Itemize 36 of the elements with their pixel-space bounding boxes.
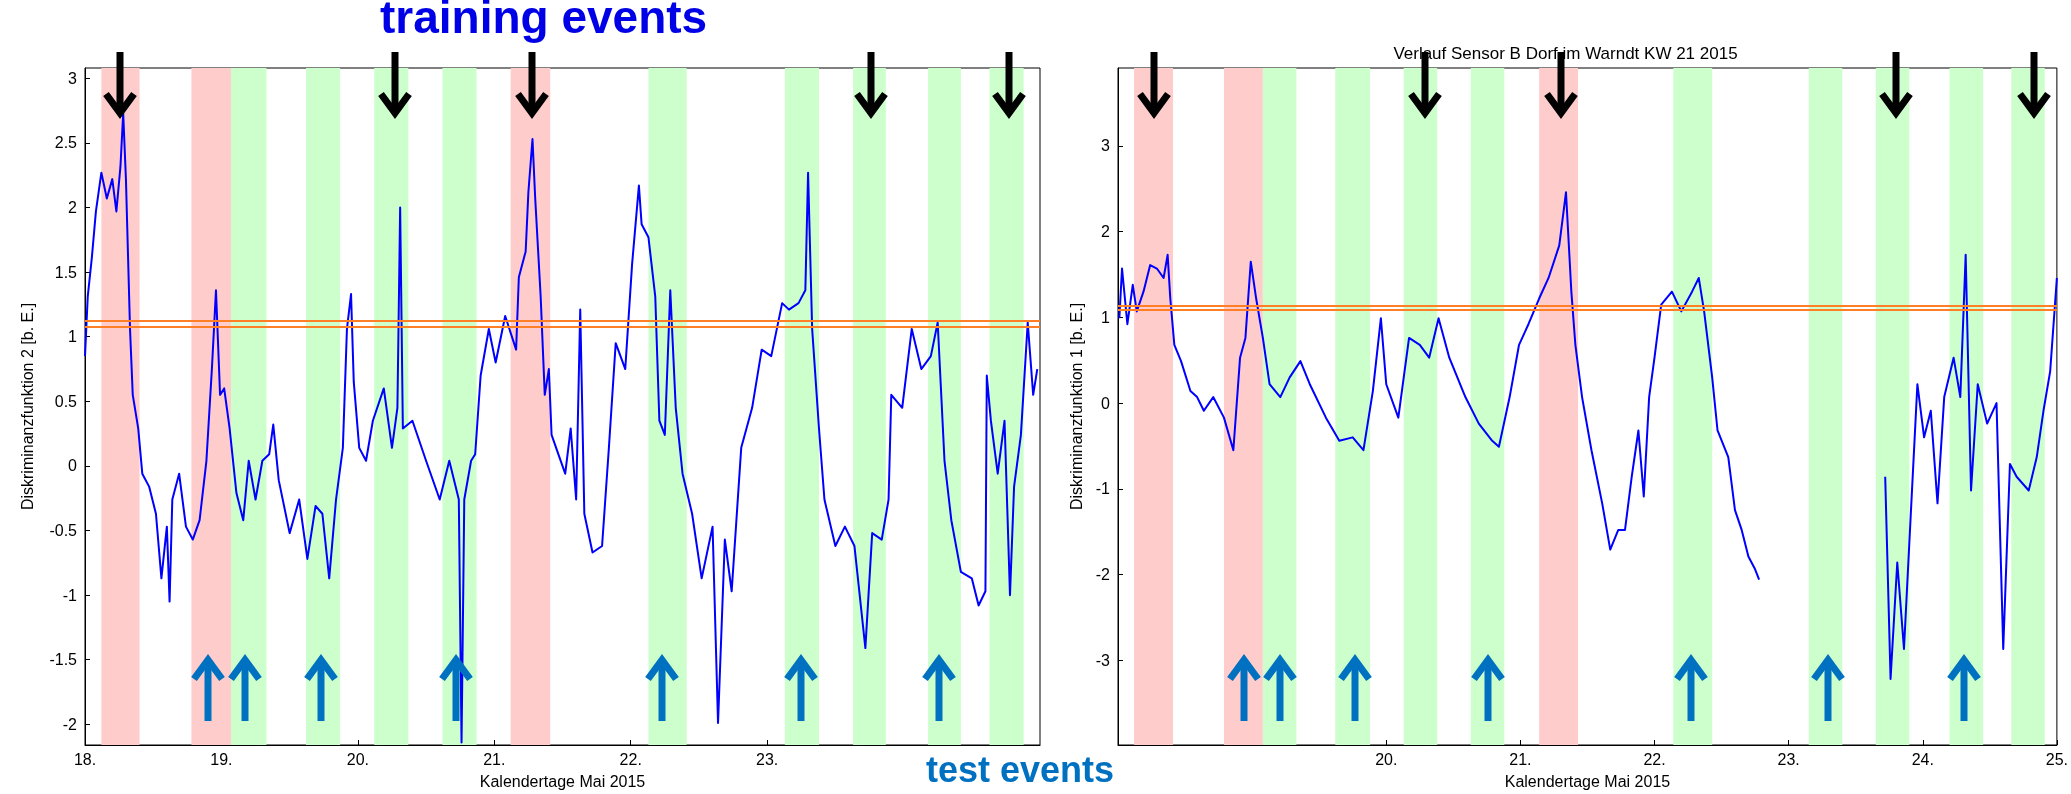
x-tick-label: 21. <box>483 750 506 768</box>
y-tick-label: -2 <box>1095 565 1111 583</box>
x-tick-label: 24. <box>1911 750 1934 768</box>
x-tick-label: 22. <box>1643 750 1666 768</box>
y-tick-label: -2 <box>62 715 78 733</box>
text: test events <box>920 749 1121 790</box>
y-tick-label: 2.5 <box>54 134 78 152</box>
x-axis-title: Kalendertage Mai 2015 <box>1504 772 1671 790</box>
x-tick-label: 21. <box>1509 750 1532 768</box>
y-tick-label: -1.5 <box>49 651 78 669</box>
y-tick-label: 1.5 <box>54 263 78 281</box>
y-tick-label: 1 <box>1101 308 1111 326</box>
x-tick-label: 20. <box>1375 750 1398 768</box>
x-tick-label: 25. <box>2045 750 2068 768</box>
y-axis-title: Diskriminanzfunktion 2 [b. E.] <box>18 302 36 511</box>
y-tick-label: 1 <box>68 328 78 346</box>
x-tick-label: 20. <box>346 750 369 768</box>
y-tick-label: 0 <box>1101 394 1111 412</box>
y-tick-label: 2 <box>1101 223 1111 241</box>
x-tick-label: 18. <box>73 750 97 768</box>
y-tick-label: 2 <box>68 199 78 217</box>
x-tick-label: 23. <box>756 750 779 768</box>
text: training events <box>380 0 708 43</box>
y-axis-title: Diskriminanzfunktion 1 [b. E.] <box>1067 302 1085 511</box>
y-tick-label: 0.5 <box>54 392 78 410</box>
y-tick-label: -1 <box>62 586 78 604</box>
x-axis-title: Kalendertage Mai 2015 <box>479 772 646 790</box>
x-tick-label: 23. <box>1777 750 1800 768</box>
y-tick-label: -0.5 <box>49 522 78 540</box>
x-tick-label: 19. <box>210 750 233 768</box>
x-tick-label: 22. <box>619 750 642 768</box>
y-tick-label: -3 <box>1095 651 1111 669</box>
y-tick-label: 3 <box>68 69 78 87</box>
y-tick-label: 0 <box>68 457 78 475</box>
y-tick-label: 3 <box>1101 137 1111 155</box>
y-tick-label: -1 <box>1095 480 1111 498</box>
